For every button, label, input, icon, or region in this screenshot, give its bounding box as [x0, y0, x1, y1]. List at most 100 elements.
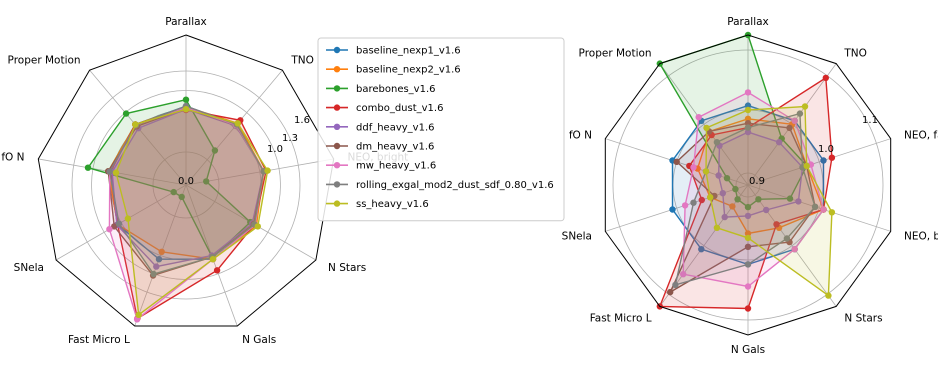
legend-box: [317, 37, 565, 222]
point-dm-heavy-v1-6-tno: [786, 124, 793, 132]
spoke-n-stars: [747, 184, 837, 307]
point-dm-heavy-v1-6-fast-micro-l: [667, 288, 674, 296]
legend-marker-baseline-nexp2-v1-6: [333, 66, 341, 73]
point-mw-heavy-v1-6-fast-micro-l: [680, 271, 687, 278]
point-ss-heavy-v1-6-n-gals: [744, 234, 752, 242]
point-ss-heavy-v1-6-proper-motion: [703, 124, 710, 132]
tick-label-1-3: 1.3: [282, 133, 298, 144]
point-barebones-v1-6-fo-n: [723, 175, 731, 182]
point-barebones-v1-6-n-stars: [755, 196, 762, 203]
point-mw-heavy-v1-6-fo-n: [690, 164, 697, 171]
axis-label-fast-micro-l: Fast Micro L: [590, 313, 652, 325]
axis-label-proper-motion: Proper Motion: [579, 47, 652, 59]
point-ddf-heavy-v1-6-fo-n: [715, 172, 722, 179]
point-ddf-heavy-v1-6-sneia: [719, 190, 726, 197]
point-baseline-nexp1-v1-6-sneia: [669, 206, 676, 213]
legend-label-baseline-nexp1-v1-6: baseline_nexp1_v1.6: [356, 46, 461, 57]
point-baseline-nexp2-v1-6-n-gals: [744, 230, 752, 237]
point-barebones-v1-6-tno: [211, 147, 219, 154]
point-dm-heavy-v1-6-n-gals: [744, 243, 752, 250]
point-rolling-exgal-mod2-dust-sdf-0-80-v1-6-tno: [796, 110, 804, 117]
axis-label-parallax: Parallax: [727, 16, 769, 28]
point-ss-heavy-v1-6-n-stars: [254, 223, 261, 230]
axis-label-n-gals: N Gals: [242, 334, 276, 346]
legend-label-dm-heavy-v1-6: dm_heavy_v1.6: [356, 142, 434, 153]
point-ddf-heavy-v1-6-tno: [775, 139, 783, 146]
legend-label-combo-dust-v1-6: combo_dust_v1.6: [356, 103, 443, 114]
axis-label-sneia: SNela: [14, 262, 44, 274]
spoke-neo-bright: [185, 158, 334, 186]
tick-label-1-0: 1.0: [818, 144, 834, 155]
axis-label-neo-faint: NEO, faint: [904, 129, 938, 141]
legend: baseline_nexp1_v1.6 baseline_nexp2_v1.6ba…: [317, 37, 565, 222]
point-ss-heavy-v1-6-neo-bright: [264, 167, 271, 174]
point-rolling-exgal-mod2-dust-sdf-0-80-v1-6-fo-n: [106, 168, 114, 175]
tick-label-0-9: 0.9: [749, 176, 765, 187]
legend-label-ddf-heavy-v1-6: ddf_heavy_v1.6: [356, 122, 435, 133]
legend-marker-rolling-exgal-mod2-dust-sdf-0-80-v1-6: [333, 181, 341, 188]
legend-label-barebones-v1-6: barebones_v1.6: [356, 84, 436, 95]
point-combo-dust-v1-6-neo-faint: [828, 154, 836, 161]
axis-label-n-stars: N Stars: [844, 313, 882, 325]
point-ss-heavy-v1-6-n-gals: [209, 256, 217, 263]
point-ss-heavy-v1-6-sneia: [707, 194, 714, 201]
axis-label-n-stars: N Stars: [328, 262, 366, 274]
point-dm-heavy-v1-6-sneia: [111, 223, 118, 230]
point-ddf-heavy-v1-6-parallax: [744, 128, 752, 136]
axis-label-n-gals: N Gals: [731, 344, 765, 356]
axis-label-tno: TNO: [843, 47, 867, 59]
point-ss-heavy-v1-6-tno: [801, 103, 809, 110]
legend-label-mw-heavy-v1-6: mw_heavy_v1.6: [356, 161, 436, 172]
point-barebones-v1-6-fast-micro-l: [178, 193, 185, 201]
tick-label-1-0: 1.0: [267, 144, 283, 155]
point-baseline-nexp1-v1-6-parallax: [744, 102, 752, 109]
point-ss-heavy-v1-6-fast-micro-l: [713, 224, 721, 231]
spoke-neo-bright: [747, 184, 891, 232]
point-barebones-v1-6-fo-n: [84, 164, 92, 171]
axis-label-neo-bright: NEO, bright: [904, 231, 938, 243]
point-ss-heavy-v1-6-n-stars: [825, 292, 832, 299]
point-baseline-nexp1-v1-6-fast-micro-l: [155, 256, 163, 263]
point-ddf-heavy-v1-6-fast-micro-l: [721, 213, 728, 221]
point-mw-heavy-v1-6-n-gals: [744, 283, 752, 290]
point-baseline-nexp1-v1-6-fast-micro-l: [698, 246, 705, 253]
right-radar-panel: Parallax TNO NEO, faint NEO, bright N Stars N…: [562, 16, 938, 356]
point-mw-heavy-v1-6-parallax: [744, 89, 752, 96]
tick-label-1-1: 1.1: [862, 115, 878, 126]
legend-marker-ddf-heavy-v1-6: [333, 123, 341, 130]
point-mw-heavy-v1-6-sneia: [106, 226, 113, 233]
axis-label-fast-micro-l: Fast Micro L: [68, 334, 130, 346]
point-baseline-nexp2-v1-6-parallax: [744, 115, 752, 123]
point-rolling-exgal-mod2-dust-sdf-0-80-v1-6-n-gals: [744, 261, 752, 268]
point-mw-heavy-v1-6-n-stars: [791, 246, 798, 253]
axis-label-parallax: Parallax: [165, 16, 207, 28]
point-barebones-v1-6-n-gals: [744, 203, 752, 211]
legend-marker-ss-heavy-v1-6: [333, 200, 341, 207]
legend-marker-barebones-v1-6: [333, 85, 341, 92]
tick-label-0-0: 0.0: [178, 176, 194, 187]
point-dm-heavy-v1-6-parallax: [744, 120, 752, 127]
point-ss-heavy-v1-6-tno: [234, 120, 241, 127]
point-rolling-exgal-mod2-dust-sdf-0-80-v1-6-parallax: [744, 124, 752, 131]
point-ddf-heavy-v1-6-neo-bright: [795, 198, 802, 205]
series-area-rolling-exgal-mod2-dust-sdf-0-80-v1-6: [109, 105, 265, 275]
point-ss-heavy-v1-6-parallax: [744, 106, 752, 114]
point-ddf-heavy-v1-6-n-stars: [763, 206, 770, 214]
point-combo-dust-v1-6-sneia: [698, 196, 705, 204]
point-combo-dust-v1-6-n-gals: [213, 267, 221, 274]
point-ss-heavy-v1-6-proper-motion: [132, 121, 139, 128]
axis-label-fo-n: fO N: [569, 129, 592, 141]
point-baseline-nexp2-v1-6-fast-micro-l: [158, 248, 165, 255]
legend-marker-combo-dust-v1-6: [333, 104, 341, 111]
point-baseline-nexp2-v1-6-fast-micro-l: [729, 203, 736, 210]
point-mw-heavy-v1-6-proper-motion: [695, 114, 702, 121]
point-rolling-exgal-mod2-dust-sdf-0-80-v1-6-fast-micro-l: [150, 270, 157, 278]
point-combo-dust-v1-6-tno: [822, 74, 829, 82]
radar-frame: [604, 34, 892, 336]
legend-label-baseline-nexp2-v1-6: baseline_nexp2_v1.6: [356, 65, 461, 76]
point-combo-dust-v1-6-n-stars: [773, 221, 780, 228]
point-ss-heavy-v1-6-parallax: [182, 106, 190, 113]
point-mw-heavy-v1-6-neo-bright: [820, 206, 827, 213]
point-barebones-v1-6-neo-bright: [203, 178, 210, 185]
point-dm-heavy-v1-6-fo-n: [673, 158, 680, 165]
